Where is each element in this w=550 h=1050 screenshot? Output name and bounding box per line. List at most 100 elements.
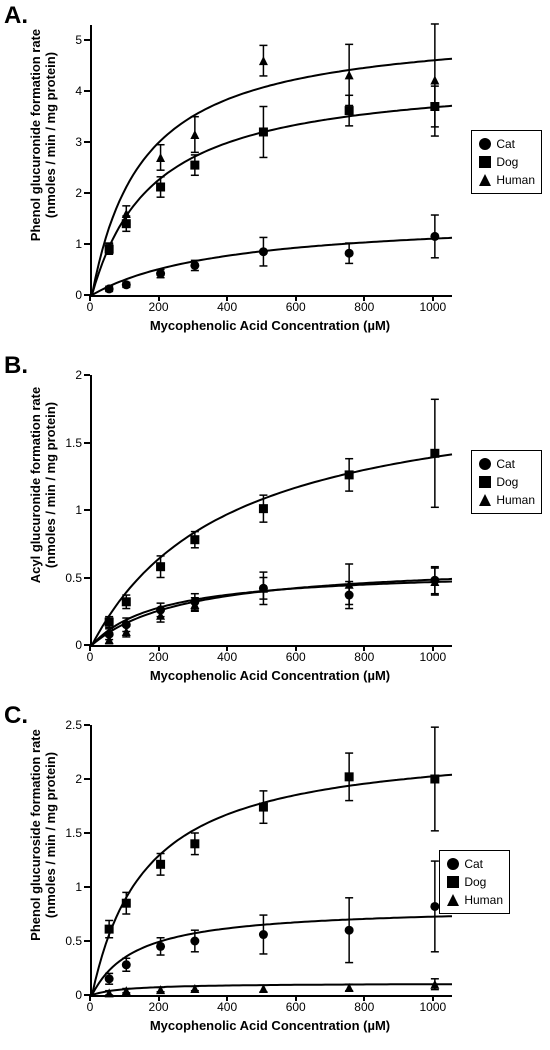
x-tick-label: 0	[87, 1000, 94, 1014]
y-tick-label: 1	[46, 503, 82, 517]
legend-label: Human	[464, 893, 503, 907]
figure-container: A.Phenol glucuronide formation rate(nmol…	[0, 0, 550, 1050]
triangle-icon	[478, 173, 492, 187]
y-tick-label: 0.5	[46, 571, 82, 585]
y-tick-mark	[84, 374, 90, 376]
data-point-cat	[345, 249, 354, 258]
legend-label: Cat	[496, 137, 515, 151]
plot-area	[90, 725, 452, 997]
legend-label: Cat	[464, 857, 483, 871]
data-point-dog	[345, 106, 354, 115]
x-tick-label: 800	[354, 300, 374, 314]
legend-item-human: Human	[478, 491, 535, 509]
circle-icon	[478, 137, 492, 151]
panel-A: A.Phenol glucuronide formation rate(nmol…	[0, 0, 550, 350]
y-tick-mark	[84, 832, 90, 834]
data-point-human	[156, 153, 165, 162]
data-point-dog	[156, 562, 165, 571]
legend-label: Cat	[496, 457, 515, 471]
chart-svg	[92, 25, 452, 295]
y-tick-mark	[84, 577, 90, 579]
chart-svg	[92, 375, 452, 645]
y-tick-label: 2.5	[46, 718, 82, 732]
circle-icon	[446, 857, 460, 871]
y-tick-label: 1.5	[46, 436, 82, 450]
data-point-human	[122, 986, 131, 995]
legend-item-human: Human	[446, 891, 503, 909]
square-icon	[446, 875, 460, 889]
legend-label: Human	[496, 173, 535, 187]
y-tick-mark	[84, 90, 90, 92]
y-tick-label: 1	[46, 237, 82, 251]
square-icon	[478, 155, 492, 169]
data-point-dog	[156, 860, 165, 869]
data-point-cat	[430, 902, 439, 911]
fit-curve-dog	[92, 106, 452, 295]
data-point-dog	[122, 597, 131, 606]
y-tick-label: 2	[46, 186, 82, 200]
y-tick-mark	[84, 39, 90, 41]
data-point-dog	[105, 618, 114, 627]
fit-curve-cat	[92, 238, 452, 295]
data-point-dog	[259, 504, 268, 513]
data-point-cat	[190, 261, 199, 270]
y-tick-label: 0	[46, 988, 82, 1002]
fit-curve-dog	[92, 454, 452, 645]
x-tick-label: 600	[286, 650, 306, 664]
fit-curve-dog	[92, 775, 452, 995]
data-point-cat	[105, 974, 114, 983]
data-point-cat	[345, 926, 354, 935]
legend-label: Dog	[496, 155, 518, 169]
plot-area	[90, 375, 452, 647]
data-point-human	[259, 56, 268, 65]
y-tick-label: 1	[46, 880, 82, 894]
y-tick-label: 1.5	[46, 826, 82, 840]
x-tick-label: 1000	[419, 650, 446, 664]
x-tick-label: 600	[286, 1000, 306, 1014]
y-tick-label: 0	[46, 638, 82, 652]
fit-curve-human	[92, 59, 452, 295]
y-tick-label: 4	[46, 84, 82, 98]
legend-item-cat: Cat	[478, 135, 535, 153]
chart-svg	[92, 725, 452, 995]
y-tick-label: 2	[46, 368, 82, 382]
data-point-dog	[430, 775, 439, 784]
panel-label: B.	[4, 352, 28, 380]
y-tick-label: 2	[46, 772, 82, 786]
panel-label: C.	[4, 702, 28, 730]
legend: Cat DogHuman	[471, 450, 542, 514]
legend-item-dog: Dog	[478, 473, 535, 491]
data-point-dog	[105, 925, 114, 934]
triangle-icon	[446, 893, 460, 907]
data-point-human	[430, 76, 439, 85]
legend-item-dog: Dog	[478, 153, 535, 171]
x-tick-label: 1000	[419, 1000, 446, 1014]
x-axis-label: Mycophenolic Acid Concentration (µM)	[90, 668, 450, 683]
x-tick-label: 0	[87, 300, 94, 314]
fit-curve-human	[92, 984, 452, 995]
y-tick-label: 0.5	[46, 934, 82, 948]
legend-item-cat: Cat	[446, 855, 503, 873]
y-tick-mark	[84, 192, 90, 194]
x-tick-label: 400	[217, 300, 237, 314]
x-tick-label: 800	[354, 1000, 374, 1014]
x-axis-label: Mycophenolic Acid Concentration (µM)	[90, 318, 450, 333]
y-tick-mark	[84, 442, 90, 444]
data-point-dog	[345, 772, 354, 781]
x-tick-label: 200	[149, 1000, 169, 1014]
legend-item-cat: Cat	[478, 455, 535, 473]
data-point-dog	[190, 535, 199, 544]
y-tick-mark	[84, 724, 90, 726]
x-tick-label: 1000	[419, 300, 446, 314]
data-point-cat	[105, 284, 114, 293]
legend-item-dog: Dog	[446, 873, 503, 891]
x-tick-label: 200	[149, 650, 169, 664]
y-tick-mark	[84, 886, 90, 888]
data-point-cat	[122, 960, 131, 969]
data-point-dog	[190, 839, 199, 848]
x-tick-label: 0	[87, 650, 94, 664]
data-point-dog	[259, 803, 268, 812]
data-point-dog	[345, 470, 354, 479]
data-point-dog	[190, 161, 199, 170]
y-tick-label: 0	[46, 288, 82, 302]
